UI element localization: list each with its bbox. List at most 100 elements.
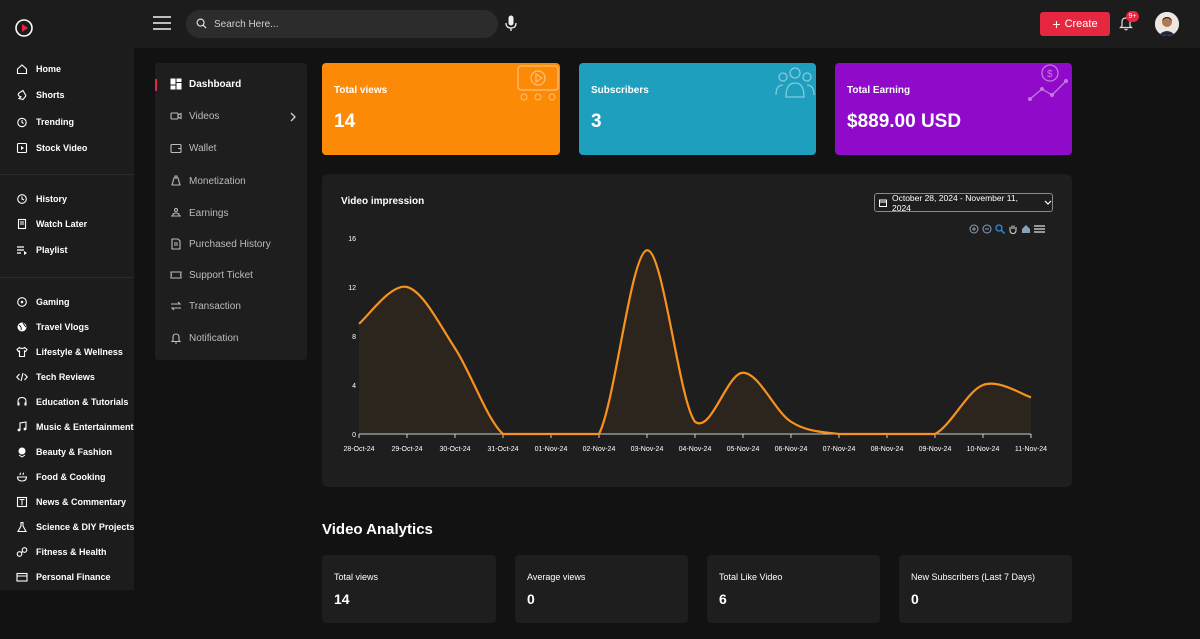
menu-toggle-button[interactable] xyxy=(153,16,171,30)
search-input[interactable] xyxy=(214,10,484,38)
bell-icon xyxy=(170,333,182,344)
user-avatar[interactable] xyxy=(1155,12,1179,36)
plus-icon: + xyxy=(1052,16,1061,32)
stat-value: 14 xyxy=(334,591,350,607)
transfer-icon xyxy=(170,301,182,311)
subnav-item-support-ticket[interactable]: Support Ticket xyxy=(170,269,253,281)
video-analytics-title: Video Analytics xyxy=(322,521,433,538)
x-tick-label: 30-Oct-24 xyxy=(439,446,470,453)
globe-icon xyxy=(17,322,27,332)
subnav-item-earnings[interactable]: Earnings xyxy=(170,207,228,219)
sidebar-item-stock-video[interactable]: Stock Video xyxy=(16,142,87,154)
y-tick-label: 12 xyxy=(348,285,356,292)
reset-home-icon[interactable] xyxy=(1021,224,1031,234)
zoom-out-icon[interactable] xyxy=(982,224,992,234)
sidebar-item-home[interactable]: Home xyxy=(16,63,61,75)
music-icon xyxy=(17,421,27,432)
stat-value: 6 xyxy=(719,591,727,607)
x-tick-label: 05-Nov-24 xyxy=(727,446,760,453)
stock-video-icon xyxy=(16,142,28,154)
chart-title: Video impression xyxy=(341,196,425,207)
subnav-item-videos[interactable]: Videos xyxy=(170,110,219,122)
sidebar-item-fitness-health[interactable]: Fitness & Health xyxy=(16,546,107,558)
sidebar-item-label: Gaming xyxy=(36,297,70,307)
x-tick-label: 10-Nov-24 xyxy=(967,446,1000,453)
video-impression-panel: 0 4 8 12 16 28-Oct-24 29-Oct-24 30-Oct-24 31-Oct… xyxy=(322,174,1072,487)
stat-card-total-like-video: Total Like Video 6 xyxy=(707,555,880,623)
sidebar-item-label: History xyxy=(36,194,68,204)
subnav-item-label: Wallet xyxy=(189,142,217,154)
zoom-select-icon[interactable] xyxy=(995,224,1005,234)
subnav-item-notification[interactable]: Notification xyxy=(170,332,238,344)
sidebar-item-tech-reviews[interactable]: Tech Reviews xyxy=(16,371,95,383)
create-label: Create xyxy=(1064,18,1098,30)
sidebar-item-label: Fitness & Health xyxy=(36,547,107,557)
sidebar-item-playlist[interactable]: Playlist xyxy=(16,244,68,256)
sidebar-item-beauty-fashion[interactable]: Beauty & Fashion xyxy=(16,446,112,458)
y-tick-label: 8 xyxy=(352,334,356,341)
fitness-icon xyxy=(16,547,28,557)
sidebar-item-label: Shorts xyxy=(36,90,65,100)
subnav-item-monetization[interactable]: Monetization xyxy=(170,175,246,187)
chart-menu-icon[interactable] xyxy=(1034,224,1045,234)
sidebar-item-lifestyle-wellness[interactable]: Lifestyle & Wellness xyxy=(16,346,123,358)
sidebar-item-trending[interactable]: Trending xyxy=(16,116,74,128)
date-range-label: October 28, 2024 - November 11, 2024 xyxy=(891,192,1018,213)
microphone-icon[interactable] xyxy=(505,15,517,32)
sidebar-item-label: News & Commentary xyxy=(36,497,127,507)
zoom-in-icon[interactable] xyxy=(969,224,979,234)
sidebar-item-travel-vlogs[interactable]: Travel Vlogs xyxy=(16,321,89,333)
sidebar-item-watch-later[interactable]: Watch Later xyxy=(16,218,87,230)
x-tick-label: 06-Nov-24 xyxy=(775,446,808,453)
finance-icon xyxy=(16,572,28,582)
receipt-icon xyxy=(171,238,181,250)
sidebar-item-education-tutorials[interactable]: Education & Tutorials xyxy=(16,396,128,408)
card-label: Subscribers xyxy=(591,85,649,96)
impression-chart: 0 4 8 12 16 28-Oct-24 29-Oct-24 30-Oct-24 31-Oct… xyxy=(343,236,1047,453)
home-icon xyxy=(16,64,28,75)
search-bar xyxy=(186,10,498,38)
sidebar-item-label: Science & DIY Projects xyxy=(36,522,135,532)
subnav-item-dashboard[interactable]: Dashboard xyxy=(170,78,241,90)
subnav-item-wallet[interactable]: Wallet xyxy=(170,142,216,154)
sidebar-item-label: Trending xyxy=(36,117,74,127)
sidebar-item-news-commentary[interactable]: News & Commentary xyxy=(16,496,126,508)
subscribers-card: Subscribers 3 xyxy=(579,63,816,155)
subnav-item-purchased-history[interactable]: Purchased History xyxy=(170,238,271,250)
sidebar-item-label: Beauty & Fashion xyxy=(36,447,113,457)
sidebar-item-music-entertainment[interactable]: Music & Entertainment xyxy=(16,421,134,433)
x-tick-label: 31-Oct-24 xyxy=(487,446,518,453)
sidebar-item-science-diy-projects[interactable]: Science & DIY Projects xyxy=(16,521,134,533)
chevron-right-icon[interactable] xyxy=(289,112,297,122)
sidebar-item-history[interactable]: History xyxy=(16,193,67,205)
wallet-icon xyxy=(170,143,182,154)
subnav-item-label: Purchased History xyxy=(189,238,271,250)
audience-icon xyxy=(517,65,559,101)
sidebar-item-shorts[interactable]: Shorts xyxy=(16,89,65,101)
active-indicator xyxy=(155,79,157,91)
video-icon xyxy=(170,112,182,120)
pan-hand-icon[interactable] xyxy=(1008,224,1018,234)
sidebar-item-gaming[interactable]: Gaming xyxy=(16,296,70,308)
date-range-picker[interactable]: October 28, 2024 - November 11, 2024 xyxy=(874,192,1053,213)
food-icon xyxy=(16,472,28,482)
sidebar-item-label: Food & Cooking xyxy=(36,472,106,482)
subnav-item-transaction[interactable]: Transaction xyxy=(170,300,241,312)
logo-icon[interactable] xyxy=(14,18,34,38)
x-tick-label: 02-Nov-24 xyxy=(583,446,616,453)
subnav-item-label: Videos xyxy=(189,110,220,122)
calendar-icon xyxy=(879,199,887,207)
sidebar-item-personal-finance[interactable]: Personal Finance xyxy=(16,571,111,583)
stat-value: 0 xyxy=(911,591,919,607)
sidebar-item-label: Home xyxy=(36,64,62,74)
main-sidebar: Home Shorts Trending Stock Video History Watc… xyxy=(0,48,134,590)
sidebar-divider xyxy=(0,277,134,278)
sidebar-item-label: Education & Tutorials xyxy=(36,397,129,407)
stat-label: New Subscribers (Last 7 Days) xyxy=(911,572,1036,582)
create-button[interactable]: + Create xyxy=(1040,12,1110,36)
y-tick-label: 0 xyxy=(352,432,356,439)
sidebar-item-food-cooking[interactable]: Food & Cooking xyxy=(16,471,106,483)
sidebar-item-label: Travel Vlogs xyxy=(36,322,90,332)
stat-card-average-views: Average views 0 xyxy=(515,555,688,623)
subnav-item-label: Support Ticket xyxy=(189,269,253,281)
